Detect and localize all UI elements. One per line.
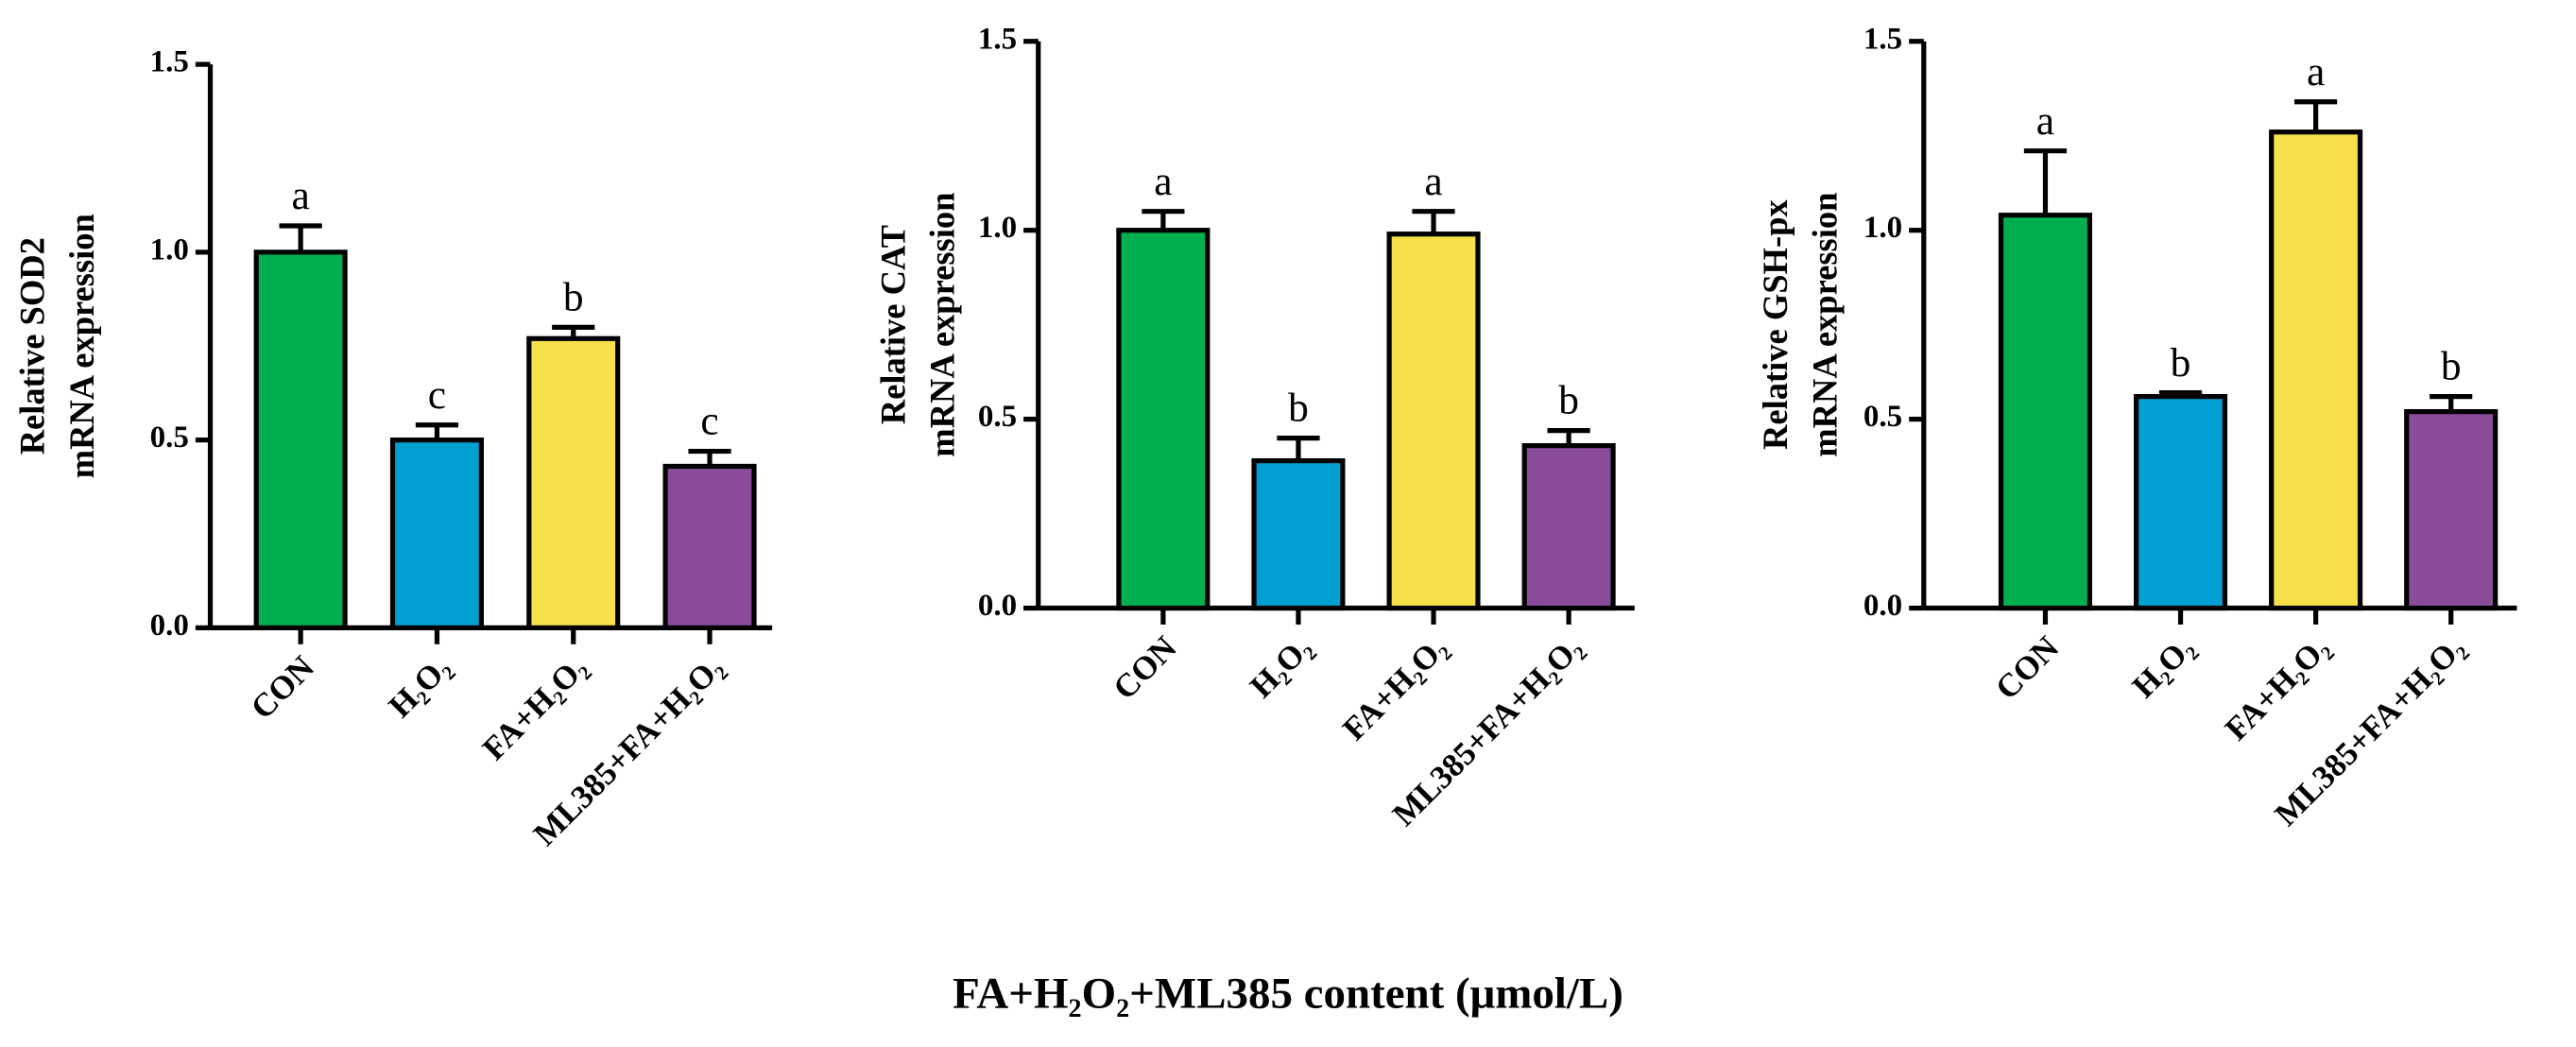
y-tick-label: 0.5 — [150, 421, 189, 455]
x-tick-label: FA+H₂O₂ — [475, 648, 594, 767]
y-axis-title: mRNA expression — [62, 214, 101, 478]
x-tick-label: FA+H₂O₂ — [2218, 629, 2337, 748]
significance-letter: c — [700, 399, 718, 444]
bar — [662, 463, 757, 631]
significance-letter: b — [563, 275, 584, 320]
y-tick-label: 1.5 — [150, 45, 189, 79]
significance-letter: a — [292, 173, 310, 218]
y-tick-label: 1.5 — [1863, 22, 1902, 56]
bar — [2133, 394, 2228, 611]
bar — [1521, 442, 1616, 611]
significance-letter: c — [428, 372, 446, 418]
significance-letter: a — [1154, 159, 1172, 204]
significance-letter: a — [1424, 159, 1442, 204]
y-tick-label: 1.5 — [978, 22, 1017, 56]
x-axis-title: FA+H₂O₂+ML385 content (μmol/L) — [953, 969, 1623, 1018]
x-tick-label: CON — [1988, 629, 2066, 707]
y-tick-label: 1.0 — [1863, 211, 1902, 245]
bar — [389, 438, 484, 631]
significance-letter: b — [1558, 378, 1579, 423]
x-tick-label: CON — [244, 648, 321, 726]
significance-letter: b — [1288, 386, 1309, 431]
bar — [1998, 213, 2093, 611]
y-tick-label: 0.0 — [1863, 589, 1902, 623]
x-tick-label: H₂O₂ — [382, 648, 458, 725]
bar — [1251, 457, 1346, 611]
significance-letter: b — [2171, 340, 2191, 386]
y-tick-label: 0.5 — [1863, 400, 1902, 434]
x-tick-label: H₂O₂ — [1243, 629, 1319, 706]
bar — [1386, 232, 1481, 611]
x-tick-label: H₂O₂ — [2125, 629, 2202, 706]
x-tick-label: FA+H₂O₂ — [1335, 629, 1454, 748]
y-tick-label: 0.5 — [978, 400, 1017, 434]
bar — [1116, 228, 1211, 611]
y-axis-title: Relative GSH-px — [1756, 199, 1795, 450]
y-axis-title: Relative CAT — [874, 225, 913, 424]
y-tick-label: 0.0 — [150, 609, 189, 643]
bar — [2269, 129, 2363, 611]
significance-letter: a — [2036, 98, 2054, 144]
bar — [526, 335, 621, 631]
y-axis-title: Relative SOD2 — [13, 237, 52, 455]
y-tick-label: 1.0 — [978, 211, 1017, 245]
x-tick-label: CON — [1106, 629, 1183, 707]
significance-letter: a — [2307, 49, 2325, 94]
bar — [253, 249, 348, 631]
y-tick-label: 0.0 — [978, 589, 1017, 623]
y-axis-title: mRNA expression — [1805, 193, 1844, 457]
y-axis-title: mRNA expression — [923, 193, 962, 457]
y-tick-label: 1.0 — [150, 232, 189, 266]
bar — [2404, 408, 2499, 611]
significance-letter: b — [2441, 344, 2462, 389]
